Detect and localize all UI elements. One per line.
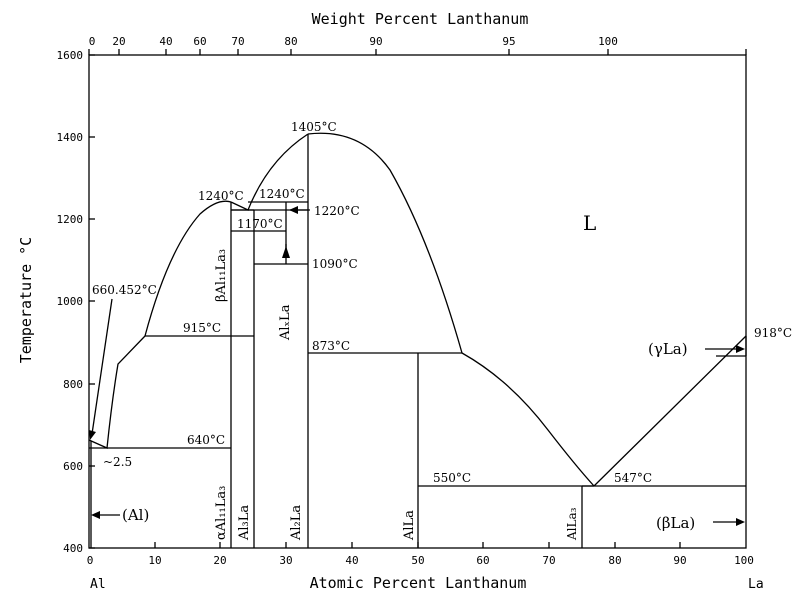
left-axis-label: Temperature °C bbox=[17, 237, 35, 363]
phase-label-liquid: L bbox=[583, 211, 596, 235]
top-tick-label: 60 bbox=[193, 35, 206, 48]
arrow-head bbox=[289, 206, 298, 214]
top-tick-label: 0 bbox=[89, 35, 96, 48]
liquidus-alla bbox=[461, 352, 595, 487]
left-tick-label: 400 bbox=[63, 542, 83, 555]
left-tick-label: 600 bbox=[63, 460, 83, 473]
left-tick-label: 1400 bbox=[57, 131, 84, 144]
bottom-tick-label: 80 bbox=[608, 554, 621, 567]
bottom-tick-label: 30 bbox=[279, 554, 292, 567]
annotation-873: 873°C bbox=[312, 339, 350, 353]
bottom-tick-label: 50 bbox=[411, 554, 424, 567]
liquidus-al11la3 bbox=[144, 200, 232, 337]
annotation-approx: ~2.5 bbox=[103, 455, 132, 469]
top-tick-label: 40 bbox=[159, 35, 172, 48]
annotation-1220: 1220°C bbox=[314, 204, 360, 218]
annotation-547: 547°C bbox=[614, 471, 652, 485]
top-axis-label: Weight Percent Lanthanum bbox=[312, 10, 529, 28]
annotation-1405: 1405°C bbox=[291, 120, 337, 134]
phase-label-gamma-la: (γLa) bbox=[648, 340, 688, 358]
annotation-arrows bbox=[89, 206, 745, 526]
arrow-660 bbox=[91, 298, 113, 435]
left-tick-label: 1600 bbox=[57, 49, 84, 62]
top-tick-label: 70 bbox=[231, 35, 244, 48]
arrow-head bbox=[91, 511, 100, 519]
bottom-tick-label: 10 bbox=[148, 554, 161, 567]
phase-label-al3la: Al₃La bbox=[237, 505, 252, 541]
top-tick-label: 95 bbox=[502, 35, 515, 48]
bottom-tick-label: 60 bbox=[476, 554, 489, 567]
bottom-tick-label: 40 bbox=[345, 554, 358, 567]
bottom-tick-label: 100 bbox=[734, 554, 754, 567]
annotation-550: 550°C bbox=[433, 471, 471, 485]
arrow-head bbox=[89, 430, 96, 440]
top-tick-label: 90 bbox=[369, 35, 382, 48]
bottom-tick-label: 70 bbox=[542, 554, 555, 567]
bottom-tick-label: 20 bbox=[213, 554, 226, 567]
liquidus-al2la-left bbox=[230, 133, 309, 211]
annotation-1240-right: 1240°C bbox=[259, 187, 305, 201]
annotation-918: 918°C bbox=[754, 326, 792, 340]
annotation-660: 660.452°C bbox=[92, 283, 157, 297]
left-tick-label: 1200 bbox=[57, 213, 84, 226]
left-axis-ticks: 400 600 800 1000 1200 1400 1600 bbox=[57, 49, 95, 555]
phase-label-alla3: AlLa₃ bbox=[565, 507, 579, 541]
arrow-head bbox=[282, 246, 290, 258]
top-tick-label: 80 bbox=[284, 35, 297, 48]
bottom-tick-label: 90 bbox=[673, 554, 686, 567]
annotation-1090: 1090°C bbox=[312, 257, 358, 271]
phase-label-alpha-al11la3: αAl₁₁La₃ bbox=[214, 486, 229, 540]
phase-label-al: (Al) bbox=[122, 506, 149, 524]
arrow-head bbox=[736, 345, 745, 353]
annotation-915: 915°C bbox=[183, 321, 221, 335]
top-axis-ticks: 0 20 40 60 70 80 90 95 100 bbox=[88, 35, 747, 55]
annotation-1240-left: 1240°C bbox=[198, 189, 244, 203]
annotation-640: 640°C bbox=[187, 433, 225, 447]
liquidus-al-left bbox=[88, 335, 146, 449]
annotation-1170: 1170°C bbox=[237, 217, 283, 231]
left-tick-label: 1000 bbox=[57, 295, 84, 308]
phase-label-beta-al11la3: βAl₁₁La₃ bbox=[214, 249, 229, 302]
phase-label-alla: AlLa bbox=[402, 510, 417, 541]
bottom-axis-label: Atomic Percent Lanthanum bbox=[310, 574, 527, 592]
element-label-al: Al bbox=[90, 577, 106, 592]
phase-label-beta-la: (βLa) bbox=[656, 514, 695, 532]
top-tick-label: 100 bbox=[598, 35, 618, 48]
phase-label-alxla: AlₓLa bbox=[278, 304, 293, 341]
phase-boundaries bbox=[88, 132, 747, 548]
left-tick-label: 800 bbox=[63, 378, 83, 391]
arrow-head bbox=[736, 518, 745, 526]
phase-label-al2la: Al₂La bbox=[289, 505, 304, 541]
top-tick-label: 20 bbox=[112, 35, 125, 48]
element-label-la: La bbox=[748, 577, 764, 592]
liquidus-la bbox=[593, 335, 747, 487]
bottom-axis-ticks: 0 10 20 30 40 50 60 70 80 90 100 bbox=[87, 542, 754, 567]
bottom-tick-label: 0 bbox=[87, 554, 94, 567]
liquidus-al2la-right bbox=[307, 132, 463, 354]
